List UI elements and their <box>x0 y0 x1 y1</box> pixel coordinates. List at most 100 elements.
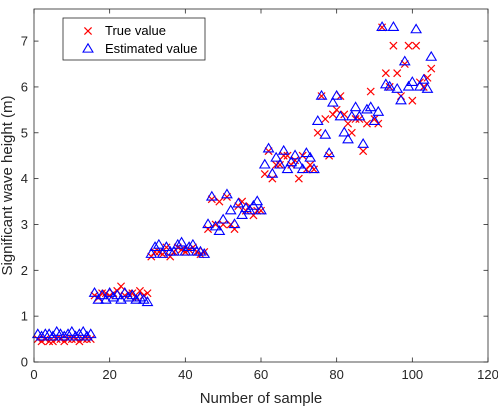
legend-triangle-marker <box>82 42 94 53</box>
true-value-point <box>143 289 152 298</box>
estimated-value-point <box>198 247 211 258</box>
estimated-value-point <box>130 293 143 304</box>
x-tick-label: 40 <box>178 367 192 382</box>
true-value-point <box>374 119 383 128</box>
true-value-point <box>298 151 307 160</box>
estimated-value-point <box>99 293 112 304</box>
true-value-point <box>404 41 413 50</box>
true-value-point <box>321 115 330 124</box>
chart-marks <box>31 21 438 346</box>
estimated-value-point <box>111 289 124 300</box>
estimated-value-point <box>315 89 328 100</box>
estimated-value-point <box>413 80 426 91</box>
estimated-value-point <box>274 158 286 169</box>
true-value-point <box>41 335 50 344</box>
x-tick-label: 80 <box>329 367 343 382</box>
estimated-value-point <box>62 328 74 339</box>
estimated-value-point <box>364 101 377 112</box>
y-tick-label: 3 <box>21 217 28 232</box>
true-value-point <box>86 335 95 344</box>
true-value-point <box>294 174 303 183</box>
true-value-point <box>260 170 269 179</box>
plot-area <box>34 9 488 362</box>
y-tick-label: 6 <box>21 79 28 94</box>
estimated-value-point <box>296 163 309 174</box>
y-axis-label: Significant wave height (m) <box>0 95 16 275</box>
estimated-value-point <box>326 96 339 107</box>
true-value-point <box>275 160 284 169</box>
legend-marker-estimated-value <box>82 42 94 53</box>
true-value-point <box>427 64 436 73</box>
estimated-value-point <box>410 23 423 34</box>
x-tick-label: 120 <box>477 367 498 382</box>
estimated-value-point <box>183 241 196 252</box>
estimated-value-point <box>395 94 407 105</box>
estimated-value-point <box>65 325 78 336</box>
true-value-point <box>181 247 190 256</box>
estimated-value-point <box>338 126 351 137</box>
estimated-value-point <box>149 241 161 252</box>
estimated-value-point <box>425 50 438 61</box>
true-value-point <box>151 247 160 256</box>
estimated-value-point <box>285 156 298 167</box>
estimated-value-point <box>281 163 294 174</box>
true-value-point <box>317 92 326 101</box>
estimated-value-point <box>270 151 283 162</box>
true-value-point <box>219 220 228 229</box>
true-value-point <box>67 335 76 344</box>
estimated-value-point <box>205 190 218 201</box>
estimated-value-point <box>255 204 267 215</box>
x-tick-label: 60 <box>254 367 268 382</box>
true-value-point <box>412 41 421 50</box>
estimated-value-point <box>96 289 109 300</box>
estimated-value-point <box>289 149 301 160</box>
estimated-value-point <box>171 238 184 249</box>
estimated-value-point <box>141 296 154 307</box>
estimated-value-point <box>224 204 237 215</box>
legend: True value Estimated value <box>62 17 206 61</box>
estimated-value-point <box>175 236 188 247</box>
true-value-point <box>385 82 394 91</box>
y-tick-label: 1 <box>21 309 28 324</box>
estimated-value-point <box>73 328 86 339</box>
x-axis-label: Number of sample <box>200 390 323 407</box>
y-tick-label: 5 <box>21 125 28 140</box>
estimated-value-point <box>304 151 317 162</box>
true-value-point <box>423 73 432 82</box>
estimated-value-point <box>126 289 139 300</box>
estimated-value-point <box>345 110 358 121</box>
x-tick-label: 100 <box>401 367 423 382</box>
true-value-point <box>393 69 402 78</box>
true-value-point <box>75 337 84 346</box>
series-estimated-value <box>31 21 438 341</box>
true-value-point <box>283 151 292 160</box>
estimated-value-point <box>145 247 158 258</box>
axes: 0 20 40 60 80 100 120 0 1 2 3 4 5 6 7 <box>21 8 498 382</box>
y-tick-label: 0 <box>21 355 28 370</box>
true-value-point <box>313 128 322 137</box>
true-value-point <box>359 147 368 156</box>
estimated-value-point <box>35 330 48 341</box>
estimated-value-point <box>232 197 245 208</box>
true-value-point <box>389 41 398 50</box>
estimated-value-point <box>323 147 336 158</box>
estimated-value-point <box>330 89 343 100</box>
estimated-value-point <box>398 55 411 66</box>
estimated-value-point <box>383 80 396 91</box>
estimated-value-point <box>168 245 180 256</box>
estimated-value-point <box>81 330 93 341</box>
estimated-value-point <box>349 101 362 112</box>
true-value-point <box>381 69 390 78</box>
estimated-value-point <box>421 82 434 93</box>
y-tick-label: 2 <box>21 263 28 278</box>
true-value-point <box>279 151 288 160</box>
estimated-value-point <box>115 293 127 304</box>
true-value-point <box>256 206 266 215</box>
true-value-point <box>238 197 247 206</box>
estimated-value-point <box>266 167 279 178</box>
estimated-value-point <box>368 115 381 125</box>
estimated-value-point <box>262 142 275 153</box>
true-value-point <box>64 335 73 344</box>
estimated-value-point <box>334 110 347 121</box>
